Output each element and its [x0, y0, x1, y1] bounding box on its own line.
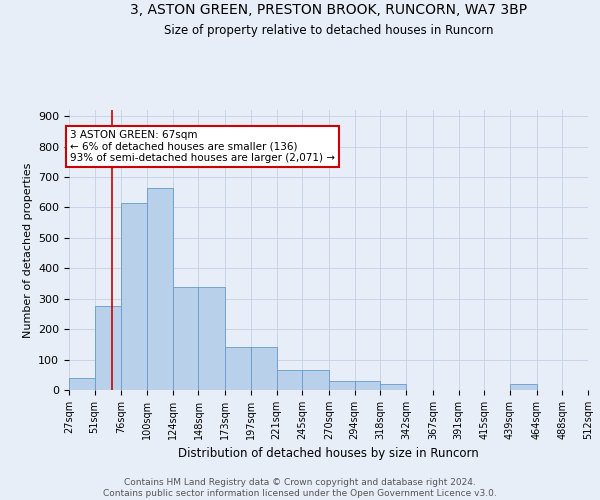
Bar: [380, 384, 406, 390]
Bar: [121, 203, 147, 390]
Bar: [69, 378, 95, 390]
Bar: [251, 348, 277, 390]
Text: Distribution of detached houses by size in Runcorn: Distribution of detached houses by size …: [178, 448, 479, 460]
Bar: [225, 348, 251, 390]
Bar: [147, 188, 173, 390]
Text: 3 ASTON GREEN: 67sqm
← 6% of detached houses are smaller (136)
93% of semi-detac: 3 ASTON GREEN: 67sqm ← 6% of detached ho…: [70, 130, 335, 163]
Bar: [173, 286, 199, 390]
Bar: [95, 306, 121, 390]
Bar: [277, 370, 302, 390]
Bar: [355, 381, 380, 390]
Bar: [510, 384, 536, 390]
Text: 3, ASTON GREEN, PRESTON BROOK, RUNCORN, WA7 3BP: 3, ASTON GREEN, PRESTON BROOK, RUNCORN, …: [130, 2, 527, 16]
Bar: [199, 286, 225, 390]
Text: Size of property relative to detached houses in Runcorn: Size of property relative to detached ho…: [164, 24, 494, 37]
Bar: [302, 370, 329, 390]
Y-axis label: Number of detached properties: Number of detached properties: [23, 162, 32, 338]
Text: Contains HM Land Registry data © Crown copyright and database right 2024.
Contai: Contains HM Land Registry data © Crown c…: [103, 478, 497, 498]
Bar: [329, 381, 355, 390]
